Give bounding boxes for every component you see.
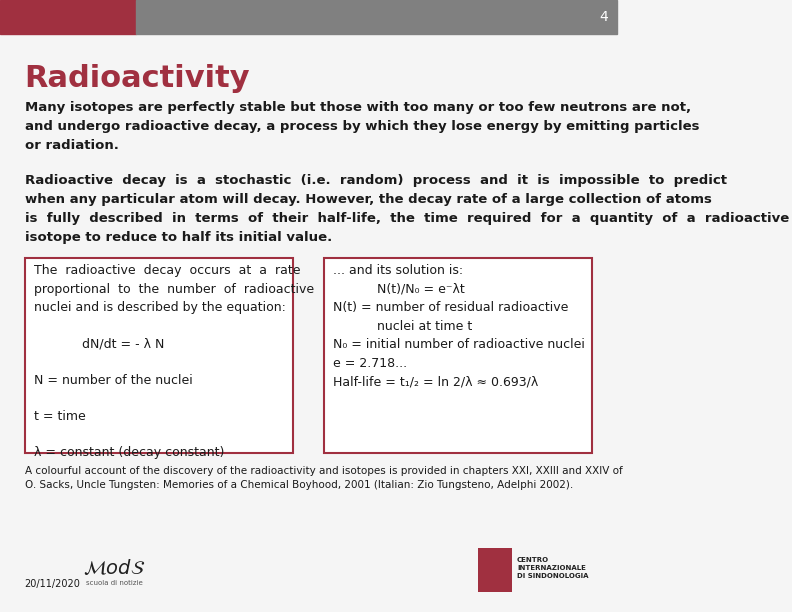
FancyBboxPatch shape — [324, 258, 592, 453]
FancyBboxPatch shape — [25, 258, 293, 453]
Text: The  radioactive  decay  occurs  at  a  rate
proportional  to  the  number  of  : The radioactive decay occurs at a rate p… — [34, 264, 314, 460]
FancyBboxPatch shape — [478, 548, 512, 592]
Text: scuola di notizie: scuola di notizie — [86, 580, 143, 586]
Bar — [0, 0, 135, 34]
Text: Radioactive  decay  is  a  stochastic  (i.e.  random)  process  and  it  is  imp: Radioactive decay is a stochastic (i.e. … — [25, 174, 789, 244]
Text: $\mathcal{M}$od$\mathcal{S}$: $\mathcal{M}$od$\mathcal{S}$ — [83, 558, 145, 578]
Text: Radioactivity: Radioactivity — [25, 64, 250, 93]
Bar — [135, 0, 617, 34]
Text: CENTRO
INTERNAZIONALE
DI SINDONOLOGIA: CENTRO INTERNAZIONALE DI SINDONOLOGIA — [517, 557, 588, 579]
Text: Many isotopes are perfectly stable but those with too many or too few neutrons a: Many isotopes are perfectly stable but t… — [25, 101, 699, 152]
Text: A colourful account of the discovery of the radioactivity and isotopes is provid: A colourful account of the discovery of … — [25, 466, 623, 490]
Text: ... and its solution is:
           N(t)/N₀ = e⁻λt
N(t) = number of residual rad: ... and its solution is: N(t)/N₀ = e⁻λt … — [333, 264, 585, 389]
Text: 20/11/2020: 20/11/2020 — [25, 579, 81, 589]
Text: 4: 4 — [599, 10, 607, 24]
